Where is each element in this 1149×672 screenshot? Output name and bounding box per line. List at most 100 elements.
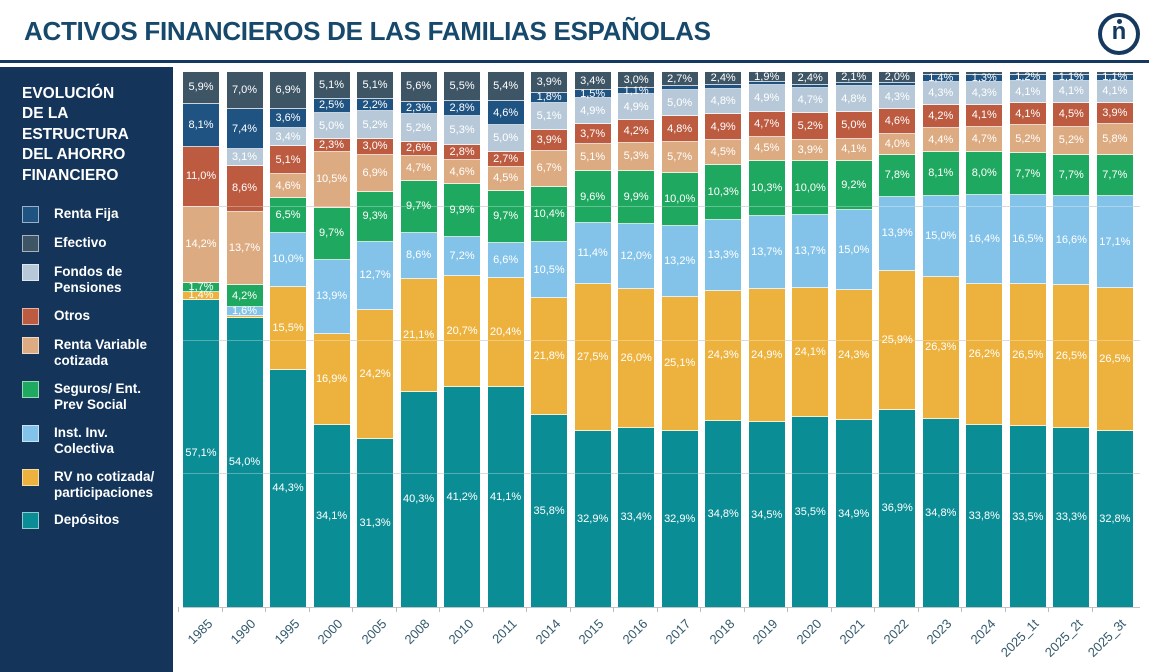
x-tick-label: 2024 [967, 616, 999, 648]
segment-value-label: 13,9% [881, 227, 913, 240]
segment-value-label: 2,8% [449, 102, 475, 115]
segment-value-label: 26,5% [1055, 350, 1087, 363]
bar-segment [748, 82, 785, 86]
segment-value-label: 35,5% [794, 505, 826, 518]
bar-segment: 13,7% [792, 214, 829, 289]
segment-value-label: 8,1% [188, 119, 214, 132]
bar-segment: 4,5% [705, 140, 742, 165]
segment-value-label: 5,5% [449, 80, 475, 93]
bar-segment: 7,7% [1009, 153, 1046, 195]
bar-segment [226, 315, 263, 319]
bar-segment: 2,7% [487, 152, 524, 167]
bar-segment: 5,1% [357, 72, 394, 100]
x-tick-label: 2000 [314, 616, 346, 648]
legend-item: Inst. Inv. Colectiva [22, 424, 163, 457]
segment-value-label: 41,2% [446, 490, 478, 503]
bar-segment: 24,2% [357, 309, 394, 440]
segment-value-label: 4,5% [1058, 108, 1084, 121]
bar-segment: 26,0% [618, 288, 655, 428]
x-tick: 2014 [526, 607, 567, 671]
bar-segment [705, 84, 742, 89]
bar-segment: 5,1% [270, 146, 307, 174]
segment-value-label: 4,9% [580, 104, 606, 117]
bar-segment: 4,6% [487, 100, 524, 126]
bar-segment: 33,3% [1053, 427, 1090, 607]
x-tick-label: 1990 [227, 616, 259, 648]
segment-value-label: 7,7% [1058, 168, 1084, 181]
bar-segment: 2,3% [400, 101, 437, 115]
segment-value-label: 3,7% [580, 127, 606, 140]
segment-value-label: 2,6% [406, 142, 432, 155]
x-tick-label: 2019 [749, 616, 781, 648]
bar-segment: 5,9% [183, 72, 219, 104]
bar-segment: 8,0% [966, 152, 1003, 196]
bar-column: 1,1% 4,1% 3,9% 5,8% 7,7% 17,1% 26,5% 32,8% [1096, 72, 1133, 607]
bar-segment: 5,0% [835, 112, 872, 139]
segment-value-label: 5,3% [449, 124, 475, 137]
x-tick-label: 2022 [880, 616, 912, 648]
legend-item: Seguros/ Ent. Prev Social [22, 380, 163, 413]
legend-item: Otros [22, 308, 163, 326]
bar-segment: 5,2% [357, 111, 394, 139]
x-tick: 2016 [613, 607, 654, 671]
segment-value-label: 1,5% [580, 87, 606, 100]
bar-segment [661, 86, 698, 90]
segment-value-label: 5,2% [406, 121, 432, 134]
segment-value-label: 33,5% [1012, 510, 1044, 523]
x-tick-label: 2021 [836, 616, 868, 648]
segment-value-label: 25,1% [664, 357, 696, 370]
x-tick: 2008 [395, 607, 437, 671]
subtitle-line: DE LA [22, 105, 69, 123]
bar-column: 1,9% 4,9% 4,7% 4,5% 10,3% 13,7% 24,9% 34,5% [748, 71, 785, 607]
segment-value-label: 2,5% [319, 99, 345, 112]
segment-value-label: 13,3% [707, 248, 739, 261]
segment-value-label: 26,0% [620, 351, 652, 364]
bar-segment: 10,5% [313, 151, 350, 208]
segment-value-label: 4,9% [710, 120, 736, 133]
bar-segment: 57,1% [183, 299, 219, 607]
bar-segment: 10,0% [792, 161, 829, 215]
segment-value-label: 4,3% [971, 86, 997, 99]
bar-segment: 8,6% [400, 232, 437, 279]
bar-column: 5,1% 2,2% 5,2% 3,0% 6,9% 9,3% 12,7% 24,2% 31,3% [357, 72, 394, 607]
bar-column: 2,4% 4,7% 5,2% 3,9% 10,0% 13,7% 24,1% 35,5% [792, 72, 829, 607]
bar-segment: 5,0% [313, 112, 350, 140]
bar-segment: 4,8% [835, 86, 872, 113]
bar-segment: 32,9% [574, 430, 611, 607]
segment-value-label: 2,0% [884, 70, 910, 83]
segment-value-label: 4,0% [884, 137, 910, 150]
title-divider [0, 60, 1149, 63]
bar-segment: 16,5% [1009, 194, 1046, 284]
segment-value-label: 7,2% [449, 250, 475, 263]
legend-label: Inst. Inv. Colectiva [54, 424, 115, 456]
bar-segment: 16,9% [313, 334, 350, 425]
bar-segment: 9,6% [574, 171, 611, 223]
bar-segment: 9,7% [487, 190, 524, 243]
bar-segment: 2,8% [444, 144, 481, 160]
bar-column: 2,1% 4,8% 5,0% 4,1% 9,2% 15,0% 24,3% 34,9% [835, 72, 872, 607]
bar-segment: 7,0% [226, 72, 263, 110]
bar-segment: 16,6% [1053, 196, 1090, 286]
bar-segment: 5,1% [531, 102, 568, 130]
x-tick: 2024 [961, 607, 1002, 671]
bar-segment: 24,3% [705, 290, 742, 421]
bar-segment: 34,8% [705, 420, 742, 607]
subtitle-line: ESTRUCTURA [22, 125, 129, 143]
segment-value-label: 16,6% [1055, 234, 1087, 247]
x-axis-labels: 1985 1990 1995 2000 2005 2008 2010 2011 2014 2015… [178, 607, 1133, 671]
segment-value-label: 8,6% [231, 182, 258, 195]
segment-value-label: 4,5% [710, 145, 736, 158]
segment-value-label: 4,1% [1058, 85, 1084, 98]
x-tick: 2025_2t [1042, 607, 1089, 671]
x-tick: 2018 [700, 607, 741, 671]
segment-value-label: 36,9% [881, 502, 913, 515]
bar-segment: 26,5% [1009, 283, 1046, 427]
bar-segment: 1,9% [748, 71, 785, 83]
bar-column: 5,4% 4,6% 5,0% 2,7% 4,5% 9,7% 6,6% 20,4% 41,1% [487, 72, 524, 607]
bar-column: 5,1% 2,5% 5,0% 2,3% 10,5% 9,7% 13,9% 16,9% 34,1% [313, 72, 350, 607]
segment-value-label: 5,2% [1015, 132, 1041, 145]
x-tick-label: 2025_3t [1085, 616, 1130, 660]
segment-value-label: 3,4% [580, 74, 606, 87]
bar-segment: 5,3% [618, 142, 655, 172]
x-tick-label: 2011 [489, 616, 520, 647]
